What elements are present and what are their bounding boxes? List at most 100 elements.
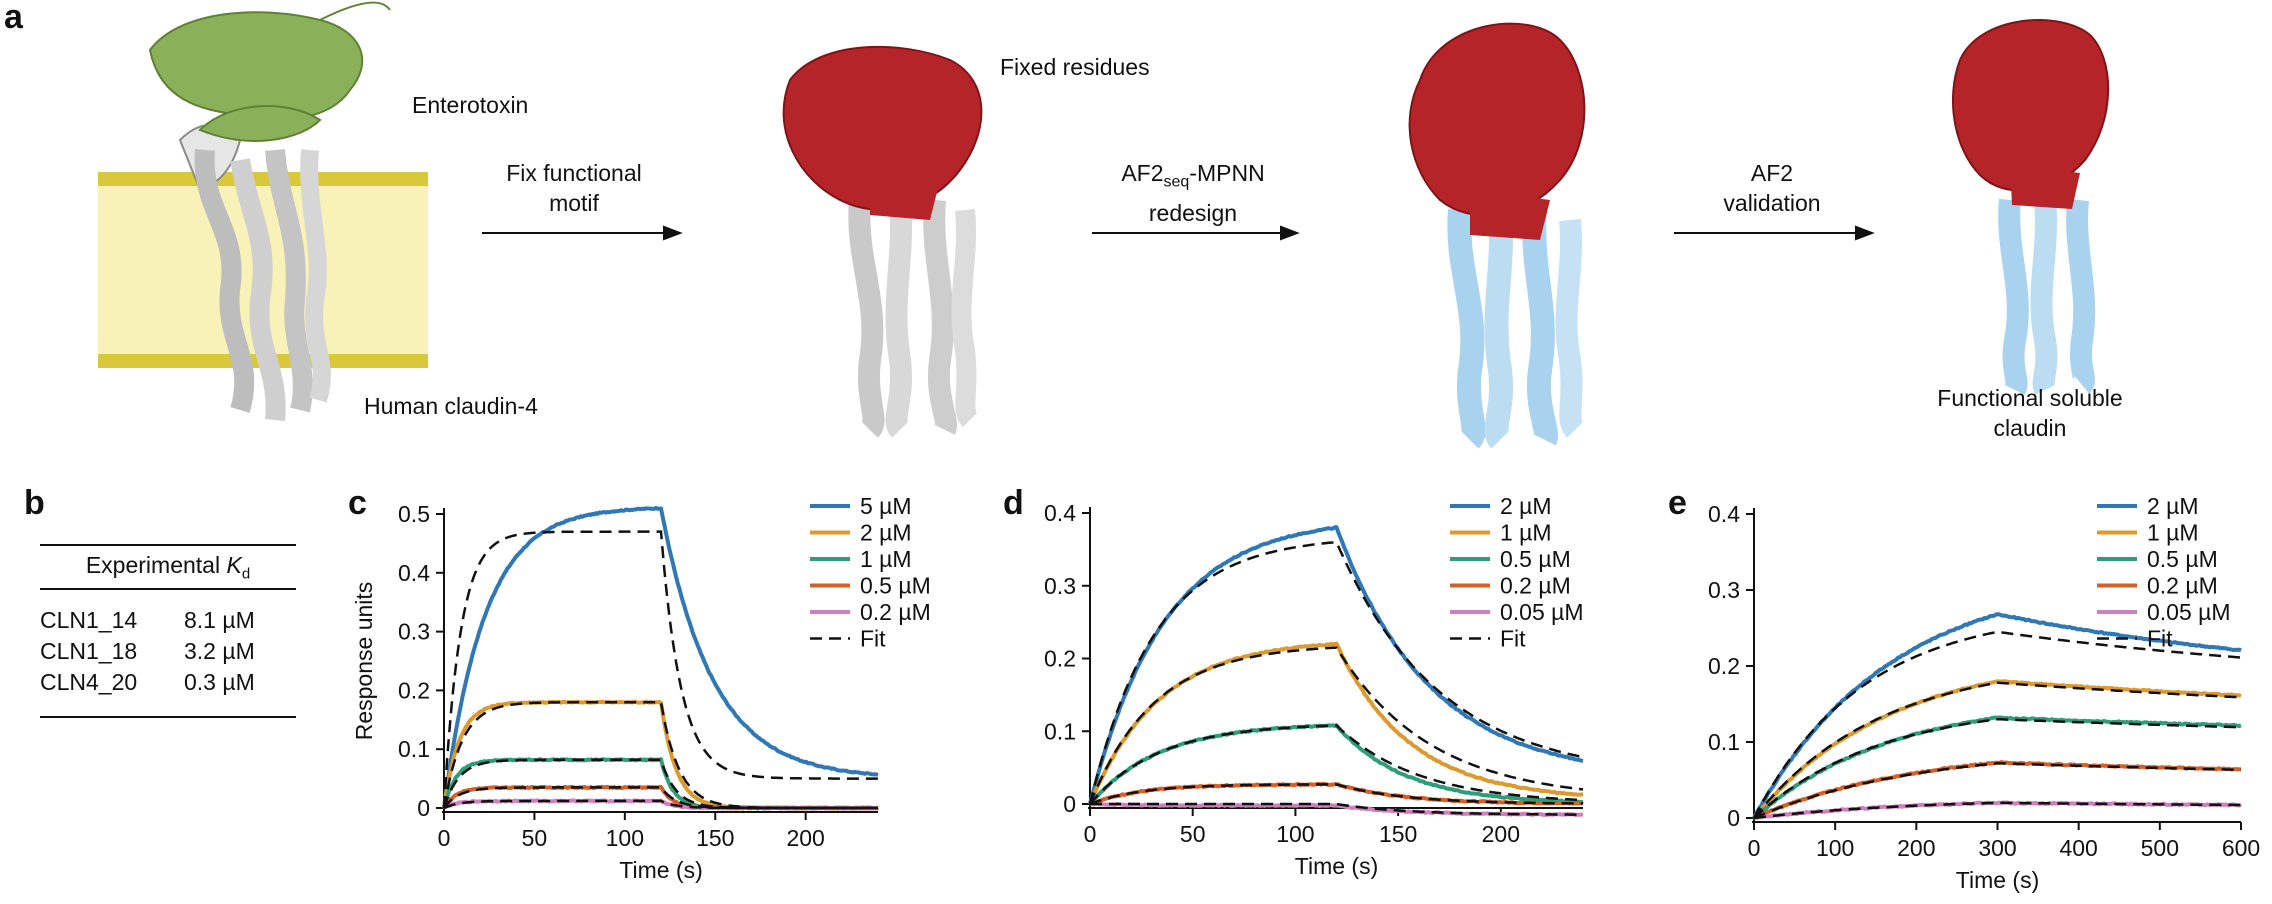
x-tick-label: 50 xyxy=(1180,821,1206,847)
kd-table-header: Experimental Kd xyxy=(40,552,296,583)
membrane-edge-top xyxy=(98,172,428,186)
claudin-structure-3 xyxy=(1408,22,1586,449)
label-step-validation-line1: AF2 xyxy=(1750,160,1794,186)
x-tick-label: 100 xyxy=(1276,821,1314,847)
seq-subscript: seq xyxy=(1163,173,1190,191)
chart-e: 0 0.1 0.2 0.3 0.4 0 100 200 300 400 500 600 Time (s)… xyxy=(1708,493,2260,893)
arrow-redesign xyxy=(1092,225,1300,241)
claudin-structure-1 xyxy=(178,124,331,421)
y-axis-label: Response units xyxy=(351,582,377,741)
kd-row-name: CLN1_18 xyxy=(40,638,138,664)
y-tick-label: 0 xyxy=(1727,805,1740,831)
x-tick-label: 100 xyxy=(606,825,644,851)
legend-label: 0.2 µM xyxy=(1500,573,1571,599)
legend-label: 1 µM xyxy=(2147,520,2199,546)
legend-fit-label: Fit xyxy=(860,626,886,652)
fit-line xyxy=(1753,801,2241,820)
legend-label: 0.5 µM xyxy=(1500,546,1571,572)
legend-label: 2 µM xyxy=(860,520,912,546)
mpnn-text: -MPNN xyxy=(1189,160,1265,186)
series-line xyxy=(1752,679,2242,820)
label-step-validation: AF2 validation xyxy=(1672,158,1872,218)
kd-row-value: 0.3 µM xyxy=(184,669,255,695)
y-tick-label: 0.1 xyxy=(398,736,430,762)
label-step-validation-line2: validation xyxy=(1723,190,1821,216)
panel-letter-b: b xyxy=(24,484,45,522)
kd-row-3: CLN4_20 0.3 µM xyxy=(40,669,255,696)
legend-fit-label: Fit xyxy=(2147,626,2173,652)
y-tick-label: 0.3 xyxy=(1708,577,1740,603)
y-tick-label: 0.3 xyxy=(1044,573,1076,599)
legend-label: 0.2 µM xyxy=(2147,573,2218,599)
fit-line xyxy=(1753,681,2242,819)
fit-line xyxy=(442,530,878,809)
kd-table: Experimental Kd CLN1_14 8.1 µM CLN1_18 3.2… xyxy=(40,540,296,720)
legend-label: 0.5 µM xyxy=(860,573,931,599)
x-axis-label: Time (s) xyxy=(1295,853,1378,879)
fit-line xyxy=(443,786,878,810)
y-tick-label: 0 xyxy=(1063,791,1076,817)
fit-line xyxy=(1753,762,2241,820)
x-tick-label: 200 xyxy=(1482,821,1520,847)
x-tick-label: 300 xyxy=(1978,835,2016,861)
x-tick-label: 150 xyxy=(696,825,734,851)
label-human-claudin: Human claudin-4 xyxy=(364,393,538,419)
x-tick-label: 0 xyxy=(438,825,451,851)
label-fixed-residues: Fixed residues xyxy=(1000,54,1150,80)
kd-table-rule-top xyxy=(40,544,296,546)
legend-label: 0.2 µM xyxy=(860,599,931,625)
label-functional-line2: claudin xyxy=(1993,415,2067,441)
panel-letter-c: c xyxy=(348,484,367,522)
kd-row-name: CLN4_20 xyxy=(40,669,138,695)
kd-table-rule-mid xyxy=(40,588,296,590)
label-step-redesign-line1: AF2seq-MPNN xyxy=(1088,158,1298,198)
series-line xyxy=(442,505,879,808)
y-tick-label: 0.1 xyxy=(1708,729,1740,755)
kd-header-sub: d xyxy=(241,565,251,583)
fit-line xyxy=(1753,717,2241,819)
label-step-fix-line1: Fix functional xyxy=(506,160,642,186)
kd-row-name: CLN1_14 xyxy=(40,607,138,633)
arrow-validation xyxy=(1674,225,1875,241)
x-tick-label: 600 xyxy=(2222,835,2260,861)
x-tick-label: 500 xyxy=(2141,835,2179,861)
fit-line xyxy=(1090,802,1583,816)
kd-header-text: Experimental xyxy=(85,552,227,578)
legend-label: 2 µM xyxy=(1500,493,1552,519)
legend-label: 0.05 µM xyxy=(2147,599,2231,625)
af2-text: AF2 xyxy=(1121,160,1164,186)
x-tick-label: 400 xyxy=(2059,835,2097,861)
kd-row-value: 3.2 µM xyxy=(184,638,255,664)
chart-c: 0 0.1 0.2 0.3 0.4 0.5 0 50 100 150 200 Time (s) Resp… xyxy=(351,493,931,883)
y-tick-label: 0.1 xyxy=(1044,718,1076,744)
kd-row-2: CLN1_18 3.2 µM xyxy=(40,638,255,665)
y-tick-label: 0.4 xyxy=(1044,500,1076,526)
series-line xyxy=(442,784,879,811)
label-functional-line1: Functional soluble xyxy=(1937,385,2123,411)
y-tick-label: 0.2 xyxy=(398,677,430,703)
legend-label: 1 µM xyxy=(1500,520,1552,546)
x-axis-label: Time (s) xyxy=(1956,867,2039,893)
label-step-redesign: AF2seq-MPNN redesign xyxy=(1088,158,1298,228)
claudin-structure-2 xyxy=(782,45,983,438)
x-tick-label: 150 xyxy=(1379,821,1417,847)
fit-line xyxy=(1089,783,1584,806)
label-functional-soluble: Functional soluble claudin xyxy=(1900,383,2160,443)
y-tick-label: 0.2 xyxy=(1708,653,1740,679)
label-step-fix: Fix functional motif xyxy=(474,158,674,218)
panel-letter-e: e xyxy=(1668,484,1687,522)
label-enterotoxin: Enterotoxin xyxy=(412,92,529,118)
legend-label: 2 µM xyxy=(2147,493,2199,519)
panel-a-structures xyxy=(98,1,2110,449)
x-tick-label: 200 xyxy=(786,825,824,851)
y-tick-label: 0.4 xyxy=(1708,501,1740,527)
kd-row-value: 8.1 µM xyxy=(184,607,255,633)
x-axis-label: Time (s) xyxy=(619,857,702,883)
fit-line xyxy=(1088,646,1584,805)
legend-label: 5 µM xyxy=(860,493,912,519)
x-tick-label: 0 xyxy=(1084,821,1097,847)
